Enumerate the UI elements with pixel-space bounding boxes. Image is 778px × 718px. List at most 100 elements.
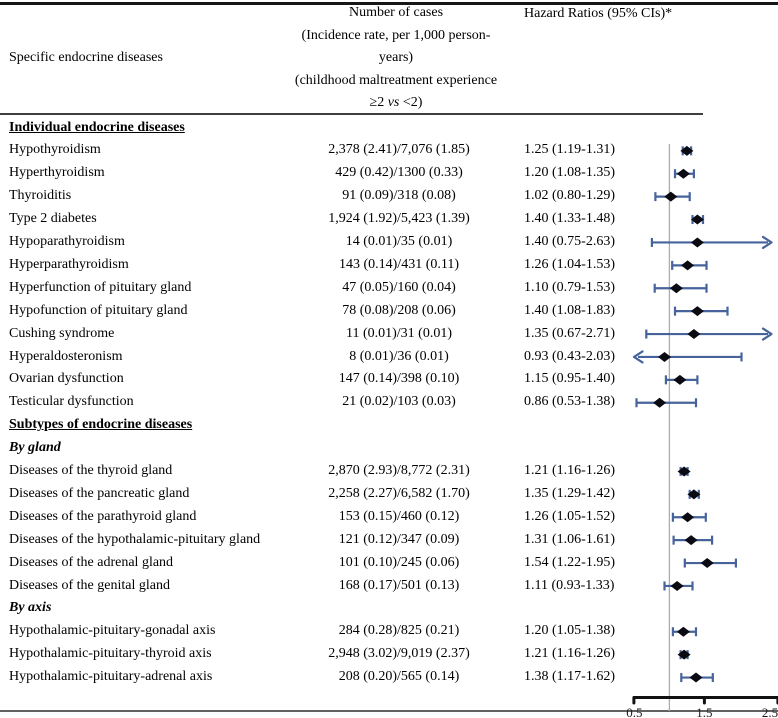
- hazard-ratio-value: 1.10 (0.79-1.53): [524, 279, 615, 295]
- hazard-ratio-value: 1.26 (1.04-1.53): [524, 256, 615, 272]
- disease-label: Hyperaldosteronism: [9, 348, 123, 364]
- table-row: Diseases of the adrenal gland 101 (0.10)/…: [0, 552, 778, 575]
- table-row: By gland: [0, 437, 778, 460]
- cases-value: 101 (0.10)/245 (0.06): [338, 554, 460, 570]
- cases-value: 143 (0.14)/431 (0.11): [338, 256, 460, 272]
- table-row: Subtypes of endocrine diseases: [0, 414, 778, 437]
- table-row: Diseases of the parathyroid gland 153 (0.…: [0, 506, 778, 529]
- header-line: (childhood maltreatment experience: [294, 72, 498, 88]
- hazard-ratio-value: 1.25 (1.19-1.31): [524, 142, 615, 158]
- disease-label: By gland: [9, 440, 61, 456]
- hazard-ratio-value: 1.35 (1.29-1.42): [524, 485, 615, 501]
- hazard-ratio-value: 1.31 (1.06-1.61): [524, 531, 615, 547]
- disease-label: Hyperparathyroidism: [9, 256, 129, 272]
- table-row: Cushing syndrome 11 (0.01)/31 (0.01) 1.35 …: [0, 323, 778, 346]
- disease-label: Testicular dysfunction: [9, 394, 134, 410]
- table-row: Hypothalamic-pituitary-adrenal axis 208 (…: [0, 666, 778, 689]
- header-line: Number of cases: [348, 5, 444, 20]
- table-row: Hypothalamic-pituitary-thyroid axis 2,948…: [0, 643, 778, 666]
- disease-label: Hypoparathyroidism: [9, 234, 125, 249]
- cases-value: 47 (0.05)/160 (0.04): [342, 279, 456, 295]
- disease-label: Diseases of the parathyroid gland: [9, 508, 197, 524]
- cases-value: 2,258 (2.27)/6,582 (1.70): [328, 485, 470, 501]
- header-rule: [0, 113, 703, 115]
- hazard-ratio-value: 1.35 (0.67-2.71): [524, 325, 615, 341]
- hazard-ratio-value: 1.26 (1.05-1.52): [524, 508, 615, 524]
- cases-value: 2,378 (2.41)/7,076 (1.85): [328, 142, 470, 158]
- cases-value: 2,870 (2.93)/8,772 (2.31): [328, 463, 470, 478]
- column-header-hazard-ratios: Hazard Ratios (95% CIs)*: [524, 6, 673, 21]
- hazard-ratio-value: 1.40 (1.08-1.83): [524, 302, 615, 318]
- table-row: Diseases of the genital gland 168 (0.17)/…: [0, 575, 778, 598]
- table-row: Hyperaldosteronism 8 (0.01)/36 (0.01) 0.93…: [0, 346, 778, 369]
- table-row: Hyperthyroidism 429 (0.42)/1300 (0.33) 1.2…: [0, 162, 778, 185]
- hazard-ratio-value: 1.38 (1.17-1.62): [524, 669, 615, 685]
- table-row: Hypothyroidism 2,378 (2.41)/7,076 (1.85) 1…: [0, 139, 778, 162]
- disease-label: Hypothalamic-pituitary-thyroid axis: [9, 646, 212, 662]
- disease-label: Cushing syndrome: [9, 325, 115, 341]
- table-row: Hypothalamic-pituitary-gonadal axis 284 (…: [0, 620, 778, 643]
- disease-label: Diseases of the thyroid gland: [9, 463, 173, 478]
- top-rule: [0, 2, 778, 5]
- header-line: (Incidence rate, per 1,000 person-: [301, 27, 491, 43]
- table-row: Type 2 diabetes 1,924 (1.92)/5,423 (1.39)…: [0, 208, 778, 231]
- disease-label: Thyroiditis: [9, 188, 72, 204]
- hazard-ratio-value: 1.21 (1.16-1.26): [524, 463, 615, 478]
- cases-value: 208 (0.20)/565 (0.14): [338, 669, 460, 685]
- cases-value: 91 (0.09)/318 (0.08): [342, 188, 456, 204]
- hazard-ratio-value: 1.20 (1.08-1.35): [524, 165, 615, 181]
- table-row: Ovarian dysfunction 147 (0.14)/398 (0.10)…: [0, 368, 778, 391]
- cases-value: 429 (0.42)/1300 (0.33): [335, 165, 463, 181]
- disease-label: Type 2 diabetes: [9, 211, 97, 227]
- cases-value: 168 (0.17)/501 (0.13): [338, 577, 460, 593]
- bottom-rule: [0, 710, 778, 712]
- disease-label: Hyperfunction of pituitary gland: [9, 279, 192, 295]
- table-row: Hyperparathyroidism 143 (0.14)/431 (0.11)…: [0, 254, 778, 277]
- table-row: Hyperfunction of pituitary gland 47 (0.05…: [0, 277, 778, 300]
- table-row: Hypofunction of pituitary gland 78 (0.08)…: [0, 300, 778, 323]
- hazard-ratio-value: 1.40 (0.75-2.63): [524, 234, 615, 249]
- table-row: Hypoparathyroidism 14 (0.01)/35 (0.01) 1.4…: [0, 231, 778, 254]
- disease-label: Diseases of the pancreatic gland: [9, 485, 190, 501]
- hazard-ratio-value: 1.54 (1.22-1.95): [524, 554, 615, 570]
- hazard-ratio-value: 1.15 (0.95-1.40): [524, 371, 615, 387]
- disease-label: Hypofunction of pituitary gland: [9, 302, 188, 318]
- cases-value: 78 (0.08)/208 (0.06): [342, 302, 456, 318]
- cases-value: 8 (0.01)/36 (0.01): [349, 348, 449, 364]
- disease-label: Subtypes of endocrine diseases: [9, 417, 193, 433]
- table-row: Diseases of the thyroid gland 2,870 (2.93…: [0, 460, 778, 483]
- table-row: Individual endocrine diseases: [0, 117, 778, 140]
- hazard-ratio-value: 1.20 (1.05-1.38): [524, 623, 615, 639]
- hazard-ratio-value: 1.11 (0.93-1.33): [524, 577, 615, 593]
- hazard-ratio-value: 0.93 (0.43-2.03): [524, 348, 615, 364]
- cases-value: 121 (0.12)/347 (0.09): [338, 531, 460, 547]
- hazard-ratio-value: 1.40 (1.33-1.48): [524, 211, 615, 227]
- disease-label: Individual endocrine diseases: [9, 119, 185, 135]
- cases-value: 2,948 (3.02)/9,019 (2.37): [328, 646, 470, 662]
- cases-value: 21 (0.02)/103 (0.03): [342, 394, 456, 410]
- table-row: Thyroiditis 91 (0.09)/318 (0.08) 1.02 (0.8…: [0, 185, 778, 208]
- cases-value: 153 (0.15)/460 (0.12): [338, 508, 460, 524]
- disease-label: Hypothalamic-pituitary-gonadal axis: [9, 623, 216, 639]
- header-line: years): [378, 50, 414, 65]
- column-header-number-of-cases: Number of cases (Incidence rate, per 1,0…: [235, 2, 557, 115]
- header-line: ≥2 vs <2): [369, 95, 423, 110]
- cases-value: 147 (0.14)/398 (0.10): [338, 371, 460, 387]
- disease-label: Hypothalamic-pituitary-adrenal axis: [9, 669, 213, 685]
- hazard-ratio-value: 1.21 (1.16-1.26): [524, 646, 615, 662]
- cases-value: 284 (0.28)/825 (0.21): [338, 623, 460, 639]
- hazard-ratio-value: 0.86 (0.53-1.38): [524, 394, 615, 410]
- disease-label: By axis: [9, 600, 52, 616]
- table-row: Diseases of the pancreatic gland 2,258 (2…: [0, 483, 778, 506]
- cases-value: 14 (0.01)/35 (0.01): [345, 234, 453, 249]
- disease-label: Diseases of the adrenal gland: [9, 554, 174, 570]
- column-header-diseases: Specific endocrine diseases: [9, 50, 163, 65]
- hazard-ratio-value: 1.02 (0.80-1.29): [524, 188, 615, 204]
- table-row: Testicular dysfunction 21 (0.02)/103 (0.0…: [0, 391, 778, 414]
- disease-label: Ovarian dysfunction: [9, 371, 124, 387]
- disease-label: Diseases of the hypothalamic-pituitary g…: [9, 531, 261, 547]
- cases-value: 11 (0.01)/31 (0.01): [345, 325, 453, 341]
- disease-label: Hypothyroidism: [9, 142, 101, 158]
